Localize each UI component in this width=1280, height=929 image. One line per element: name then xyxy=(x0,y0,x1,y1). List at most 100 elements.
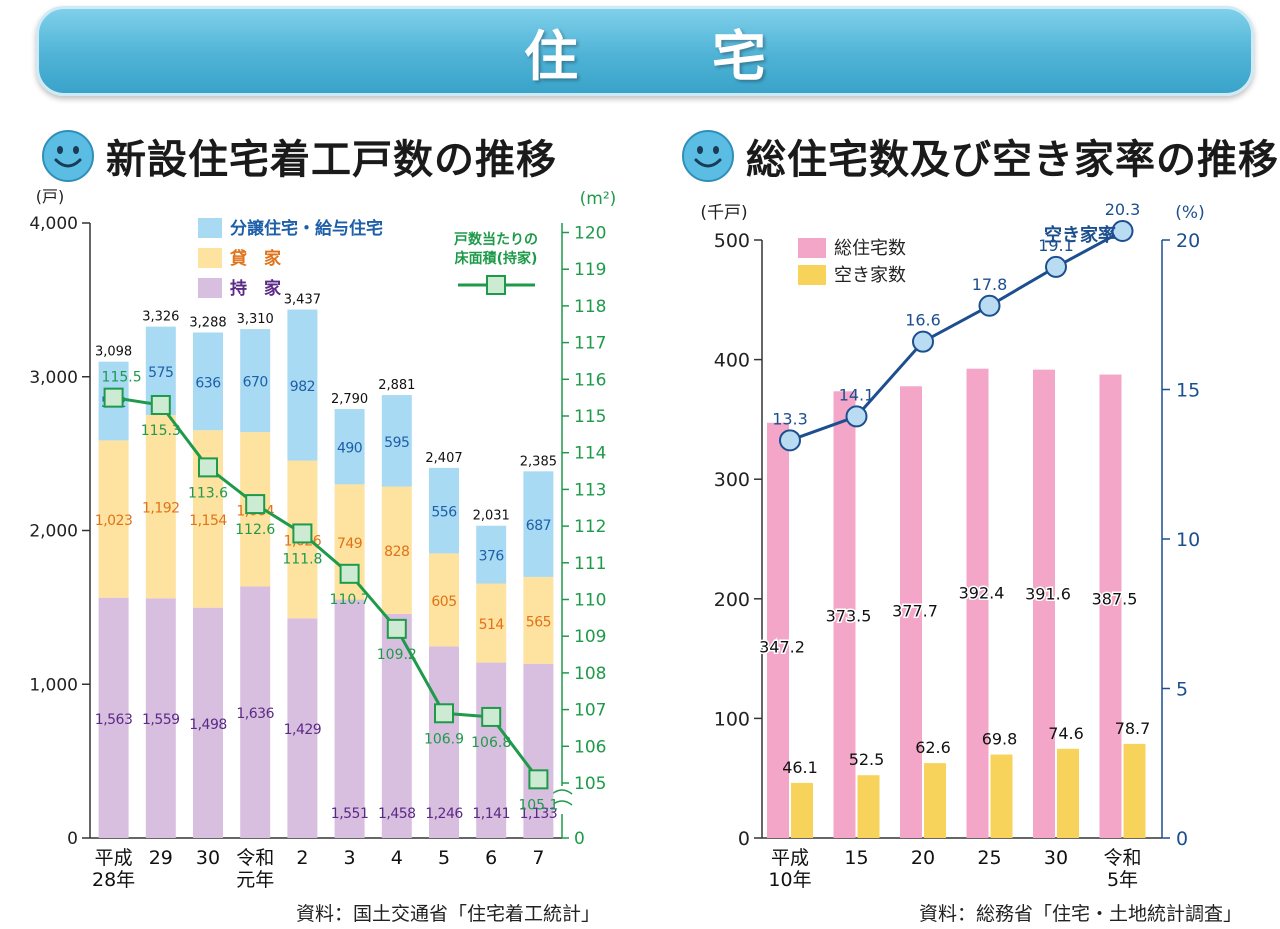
bar-value-label: 514 xyxy=(479,617,505,633)
y2-tick-label: 114 xyxy=(574,444,606,464)
vacancy-rate-line xyxy=(789,229,1124,442)
bar-value-label: 391.6 xyxy=(1025,585,1071,604)
legend-label: 総住宅数 xyxy=(834,238,906,259)
bar-total-housing xyxy=(966,368,989,838)
floor-area-label: 105.1 xyxy=(518,797,558,813)
floor-area-label: 110.7 xyxy=(330,592,370,608)
bar-total-housing xyxy=(833,391,856,838)
bar-value-label: 1,133 xyxy=(520,806,558,822)
y-tick-label: 0 xyxy=(738,828,750,850)
x-tick-label: 10年 xyxy=(768,869,811,891)
bar-value-label: 1,429 xyxy=(284,722,322,738)
vacancy-rate-marker xyxy=(978,294,1001,317)
bar-value-label: 1,559 xyxy=(142,712,180,728)
bar-value-label: 687 xyxy=(526,518,551,534)
legend-label: 持 家 xyxy=(230,278,281,299)
floor-area-marker xyxy=(481,706,502,727)
floor-area-line xyxy=(113,396,540,781)
y-tick-label: 3,000 xyxy=(29,368,78,388)
y2-tick-label: 5 xyxy=(1176,679,1188,701)
floor-area-label: 115.3 xyxy=(141,423,181,439)
bar-total-housing xyxy=(1033,369,1055,838)
y2-tick-label: 109 xyxy=(574,627,606,647)
bar-mochiie xyxy=(429,646,459,838)
legend-label: 分譲住宅・給与住宅 xyxy=(230,218,383,239)
bar-value-label: 392.4 xyxy=(959,584,1005,603)
legend-label: 貸 家 xyxy=(229,248,281,269)
y2-tick-label: 118 xyxy=(574,297,606,317)
page-title: 住 宅 xyxy=(524,24,806,88)
vacancy-rate-label: 13.3 xyxy=(772,409,808,428)
y2-axis-unit: (m²) xyxy=(580,189,617,209)
bar-bunjo xyxy=(193,332,223,431)
y-tick-label: 500 xyxy=(714,230,750,252)
legend-line-label: 床面積(持家) xyxy=(455,250,538,267)
bar-bunjo xyxy=(240,329,271,433)
bar-value-label: 1,551 xyxy=(331,806,369,822)
y2-tick-label: 116 xyxy=(574,370,606,390)
x-tick-label: 2 xyxy=(296,847,308,869)
floor-area-marker xyxy=(150,394,171,415)
bar-bunjo xyxy=(429,467,459,554)
left-chart-title: 新設住宅着工戸数の推移 xyxy=(106,137,557,183)
x-tick-label: 令和 xyxy=(1103,847,1141,869)
bar-mochiie xyxy=(523,663,554,838)
x-tick-label: 元年 xyxy=(236,869,274,891)
bar-value-label: 78.7 xyxy=(1115,719,1151,738)
x-tick-label: 3 xyxy=(344,847,356,869)
x-tick-label: 6 xyxy=(485,847,497,869)
floor-area-marker xyxy=(434,703,454,724)
legend-swatch xyxy=(798,238,826,258)
bar-value-label: 62.6 xyxy=(915,738,951,757)
bar-chinka xyxy=(476,583,507,663)
bar-value-label: 982 xyxy=(290,379,315,395)
vacancy-rate-label: 20.3 xyxy=(1105,200,1141,219)
bar-total-label: 3,326 xyxy=(142,310,179,325)
vacancy-rate-marker xyxy=(1045,255,1067,278)
bar-total-label: 3,310 xyxy=(237,312,274,327)
bar-total-label: 2,385 xyxy=(520,454,557,469)
legend-label: 空き家数 xyxy=(834,265,906,286)
y-axis-unit: (千戸) xyxy=(700,203,747,223)
bar-value-label: 1,192 xyxy=(142,501,180,517)
y-tick-label: 1,000 xyxy=(29,675,78,695)
bar-value-label: 565 xyxy=(526,614,551,630)
legend-swatch xyxy=(198,278,222,298)
floor-area-label: 106.9 xyxy=(424,731,464,747)
bar-bunjo xyxy=(476,525,507,584)
bar-value-label: 1,246 xyxy=(425,806,463,822)
bar-total-label: 3,437 xyxy=(284,293,321,308)
vacancy-rate-label: 14.1 xyxy=(839,385,875,404)
y2-tick-label: 15 xyxy=(1176,380,1200,402)
x-tick-label: 25 xyxy=(977,847,1001,869)
vacancy-rate-marker xyxy=(845,405,868,428)
bar-value-label: 1,458 xyxy=(378,806,416,822)
x-tick-label: 5年 xyxy=(1107,869,1138,891)
floor-area-marker xyxy=(292,523,313,544)
bar-value-label: 490 xyxy=(337,441,362,457)
y2-tick-label: 20 xyxy=(1176,230,1200,252)
legend-swatch xyxy=(798,265,826,285)
bar-value-label: 347.2 xyxy=(759,638,805,657)
x-tick-label: 平成 xyxy=(771,847,809,869)
bar-value-label: 1,141 xyxy=(472,806,510,822)
bar-value-label: 74.6 xyxy=(1048,724,1084,743)
smiley-icon xyxy=(42,130,94,182)
legend-line-marker xyxy=(486,275,506,295)
x-tick-label: 4 xyxy=(391,847,403,869)
bar-mochiie xyxy=(240,586,271,838)
floor-area-marker xyxy=(103,387,124,408)
bar-value-label: 376 xyxy=(479,549,505,565)
x-tick-label: 15 xyxy=(844,847,868,869)
y-tick-label: 300 xyxy=(714,469,750,491)
floor-area-marker xyxy=(386,618,407,639)
bar-total-housing xyxy=(900,386,922,838)
x-tick-label: 30 xyxy=(196,847,220,869)
bar-value-label: 575 xyxy=(148,365,173,381)
y-tick-label: 4,000 xyxy=(29,214,78,234)
bar-bunjo xyxy=(287,309,318,461)
vacancy-rate-label: 19.1 xyxy=(1038,236,1074,255)
floor-area-marker xyxy=(339,563,360,584)
source-note: 資料：国土交通省「住宅着工統計」 xyxy=(296,903,600,925)
total-housing-chart: (千戸) (%) 0 100 200 300 400 500 0 5 10 15 20 347.2 46.1… xyxy=(700,200,1242,925)
